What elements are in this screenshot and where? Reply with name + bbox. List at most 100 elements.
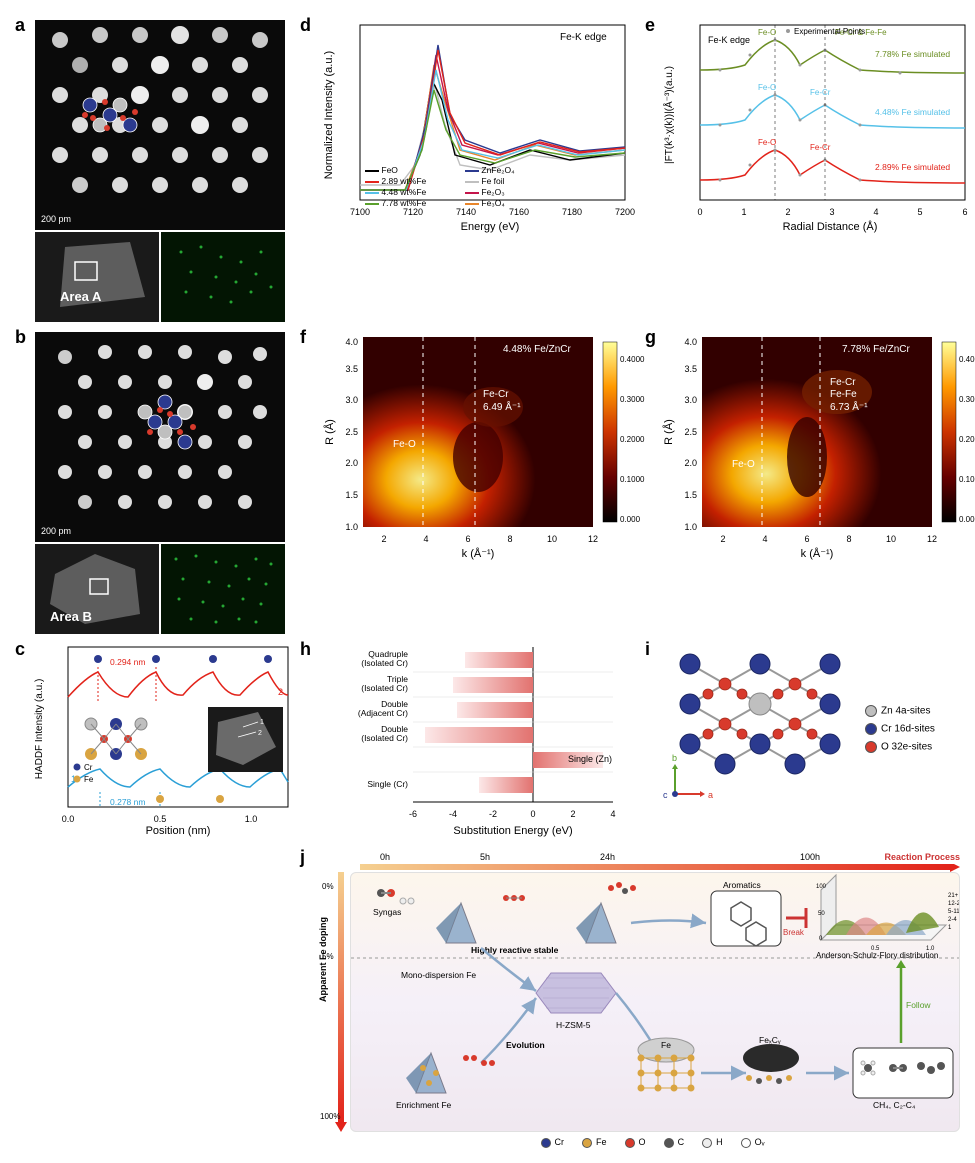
svg-text:7180: 7180 bbox=[562, 207, 582, 217]
panel-e: e F bbox=[645, 15, 975, 322]
svg-text:0.0: 0.0 bbox=[62, 814, 75, 824]
svg-text:0.1000: 0.1000 bbox=[620, 475, 645, 484]
svg-text:5: 5 bbox=[917, 207, 922, 217]
scale-a: 200 pm bbox=[41, 214, 71, 224]
svg-text:3.0: 3.0 bbox=[345, 395, 358, 405]
svg-text:b: b bbox=[672, 753, 677, 763]
svg-text:3.5: 3.5 bbox=[684, 364, 697, 374]
svg-text:2.89% Fe simulated: 2.89% Fe simulated bbox=[875, 162, 950, 172]
j-scheme: Syngas Highly reactive stable bbox=[350, 872, 960, 1132]
svg-text:6.73 Å⁻¹: 6.73 Å⁻¹ bbox=[830, 400, 868, 413]
svg-text:c: c bbox=[663, 790, 668, 800]
svg-text:Quadruple(Isolated Cr): Quadruple(Isolated Cr) bbox=[361, 649, 408, 668]
svg-text:12-20: 12-20 bbox=[948, 901, 960, 907]
svg-text:2-4: 2-4 bbox=[948, 917, 957, 923]
d-ylabel: Normalized Intensity (a.u.) bbox=[323, 51, 335, 179]
svg-text:0.000: 0.000 bbox=[620, 515, 641, 524]
svg-text:4.0: 4.0 bbox=[684, 337, 697, 347]
svg-text:4: 4 bbox=[610, 809, 615, 819]
svg-text:6: 6 bbox=[804, 534, 809, 544]
atom-lattice-b bbox=[35, 332, 285, 542]
svg-text:Fe-K edge: Fe-K edge bbox=[708, 35, 750, 45]
svg-text:k (Å⁻¹): k (Å⁻¹) bbox=[462, 547, 495, 560]
svg-text:1.0: 1.0 bbox=[684, 522, 697, 532]
svg-text:Evolution: Evolution bbox=[506, 1040, 545, 1050]
svg-text:100: 100 bbox=[816, 884, 827, 890]
svg-text:7.78% Fe simulated: 7.78% Fe simulated bbox=[875, 49, 950, 59]
svg-text:Fe: Fe bbox=[661, 1040, 671, 1050]
panel-i: i bbox=[645, 639, 975, 842]
wavelet-f: Fe-O Fe-Cr 6.49 Å⁻¹ 4.48% Fe/ZnCr 246810… bbox=[318, 327, 648, 567]
i-legend: Zn 4a-sites Cr 16d-sites O 32e-sites bbox=[865, 699, 935, 759]
svg-text:4: 4 bbox=[762, 534, 767, 544]
j-time-axis: 0h 5h 24h 100h Reaction Process bbox=[320, 852, 960, 872]
svg-text:Substitution Energy (eV): Substitution Energy (eV) bbox=[453, 825, 572, 837]
haadf-a-main: 200 pm bbox=[35, 20, 285, 230]
svg-text:Anderson-Schulz-Flory distribu: Anderson-Schulz-Flory distribution bbox=[816, 951, 938, 960]
svg-text:Fe-Cr: Fe-Cr bbox=[483, 389, 509, 400]
svg-text:2.0: 2.0 bbox=[345, 458, 358, 468]
svg-text:0.1000: 0.1000 bbox=[959, 475, 975, 484]
svg-text:7.78% Fe/ZnCr: 7.78% Fe/ZnCr bbox=[842, 344, 910, 355]
svg-text:12: 12 bbox=[927, 534, 937, 544]
svg-text:0.5: 0.5 bbox=[154, 814, 167, 824]
svg-text:Position (nm): Position (nm) bbox=[146, 825, 211, 837]
svg-text:FeₓCᵧ: FeₓCᵧ bbox=[759, 1035, 781, 1045]
svg-text:10: 10 bbox=[886, 534, 896, 544]
label-h: h bbox=[300, 639, 311, 660]
j-doping-axis: Apparent Fe doping 0% 5% 100% bbox=[320, 872, 350, 1132]
svg-text:0.294 nm: 0.294 nm bbox=[110, 657, 145, 667]
svg-text:Fe-Fe: Fe-Fe bbox=[830, 389, 857, 400]
svg-text:0.000: 0.000 bbox=[959, 515, 975, 524]
label-i: i bbox=[645, 639, 650, 660]
d-legend2: ZnFe₂O₄ Fe foil Fe₂O₃ Fe₃O₄ bbox=[465, 165, 515, 209]
svg-text:Fe: Fe bbox=[84, 775, 94, 784]
d-xlabel: Energy (eV) bbox=[461, 221, 520, 233]
svg-text:0.3000: 0.3000 bbox=[620, 395, 645, 404]
svg-text:2.5: 2.5 bbox=[345, 427, 358, 437]
panel-c: c 2 1 0.294 nm 0.278 nm bbox=[15, 639, 295, 842]
svg-text:2: 2 bbox=[278, 687, 283, 697]
xanes-title: Fe-K edge bbox=[560, 32, 607, 43]
svg-text:Fe-O: Fe-O bbox=[758, 138, 776, 147]
exafs-chart: Fe-OFe-Cr & Fe-Fe Fe-OFe-Cr Fe-OFe-Cr 7.… bbox=[660, 15, 975, 235]
svg-text:5-11: 5-11 bbox=[948, 909, 960, 915]
svg-text:Fe-O: Fe-O bbox=[758, 83, 776, 92]
haadf-b-main: 200 pm bbox=[35, 332, 285, 542]
svg-text:4.0: 4.0 bbox=[345, 337, 358, 347]
panel-d: d 710071207140716071807200 bbox=[300, 15, 640, 322]
scale-b: 200 pm bbox=[41, 526, 71, 536]
svg-text:3.0: 3.0 bbox=[684, 395, 697, 405]
svg-text:CH₄, C₂-C₄: CH₄, C₂-C₄ bbox=[873, 1100, 916, 1110]
svg-text:21+: 21+ bbox=[948, 893, 959, 899]
panel-f: f Fe-O Fe-Cr 6.49 Å⁻¹ 4.48% Fe/Zn bbox=[300, 327, 640, 634]
svg-text:Single (Zn): Single (Zn) bbox=[568, 754, 612, 764]
svg-text:4: 4 bbox=[873, 207, 878, 217]
svg-text:Double(Isolated Cr): Double(Isolated Cr) bbox=[361, 724, 408, 743]
svg-text:Fe-Cr: Fe-Cr bbox=[830, 377, 856, 388]
d-legend: FeO 2.89 wt%Fe 4.48 wt%Fe 7.78 wt%Fe bbox=[365, 165, 426, 209]
svg-text:4.48% Fe simulated: 4.48% Fe simulated bbox=[875, 107, 950, 117]
svg-text:0.4000: 0.4000 bbox=[620, 355, 645, 364]
thumb-b1: Area B bbox=[35, 544, 159, 634]
svg-text:R (Å): R (Å) bbox=[662, 419, 675, 445]
svg-text:Cr: Cr bbox=[84, 763, 93, 772]
label-j: j bbox=[300, 847, 305, 868]
svg-text:0: 0 bbox=[530, 809, 535, 819]
e-xlabel: Radial Distance (Å) bbox=[783, 220, 878, 233]
svg-text:R (Å): R (Å) bbox=[323, 419, 336, 445]
svg-text:Fe-Cr: Fe-Cr bbox=[810, 88, 831, 97]
svg-text:7200: 7200 bbox=[615, 207, 635, 217]
svg-text:0.4000: 0.4000 bbox=[959, 355, 975, 364]
svg-text:Fe-O: Fe-O bbox=[393, 439, 416, 450]
svg-text:4: 4 bbox=[423, 534, 428, 544]
label-e: e bbox=[645, 15, 655, 36]
svg-text:Fe-O: Fe-O bbox=[732, 459, 755, 470]
panel-h: h bbox=[300, 639, 640, 842]
svg-text:2: 2 bbox=[381, 534, 386, 544]
svg-text:H-ZSM-5: H-ZSM-5 bbox=[556, 1020, 591, 1030]
intensity-chart: 2 1 0.294 nm 0.278 nm 1 bbox=[30, 639, 300, 839]
svg-text:4.48% Fe/ZnCr: 4.48% Fe/ZnCr bbox=[503, 344, 571, 355]
label-c: c bbox=[15, 639, 25, 660]
svg-text:3.5: 3.5 bbox=[345, 364, 358, 374]
